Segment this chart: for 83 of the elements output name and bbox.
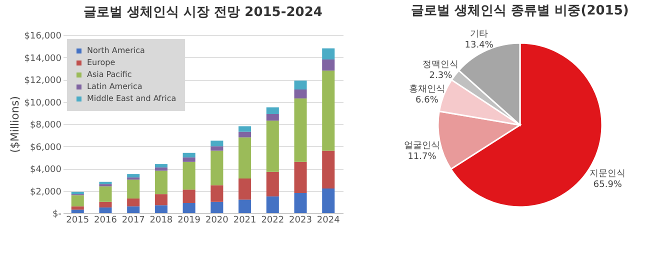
bar [322, 188, 335, 213]
y-tick-label: $- [52, 210, 62, 220]
chart-title: 글로벌 생체인식 종류별 비중(2015) [411, 4, 629, 19]
x-tick-label: 2016 [94, 216, 118, 226]
bar [294, 162, 307, 193]
bar [266, 120, 279, 172]
x-tick-label: 2018 [150, 216, 173, 226]
bar [127, 174, 140, 178]
bar [182, 157, 196, 162]
bar [210, 140, 224, 146]
x-tick-label: 2020 [205, 216, 229, 226]
y-tick-label: $14,000 [24, 54, 62, 64]
bar [294, 90, 307, 98]
bar [99, 186, 112, 202]
bar [182, 202, 196, 213]
bar [266, 172, 279, 196]
slice-label: 얼굴인식 [404, 140, 440, 151]
x-tick-label: 2023 [289, 216, 312, 226]
data-label: 11.7% [408, 152, 437, 162]
bar [99, 207, 112, 213]
bar [294, 98, 307, 162]
bar [71, 206, 84, 210]
bar [182, 190, 196, 203]
y-tick-label: $4,000 [30, 165, 62, 175]
bar [322, 59, 335, 71]
slice-label: 기타 [470, 30, 488, 40]
y-tick-label: $2,000 [30, 187, 62, 198]
bar [71, 195, 84, 206]
bar [154, 170, 168, 194]
x-tick-label: 2019 [178, 216, 201, 226]
bar [154, 167, 168, 171]
x-tick-label: 2021 [233, 216, 256, 226]
y-tick-label: $6,000 [30, 142, 62, 153]
bar [322, 70, 335, 151]
chart-title: 글로벌 생체인식 시장 전망 2015-2024 [84, 5, 322, 20]
legend-label: North America [87, 46, 146, 55]
bar [238, 132, 252, 138]
x-tick-label: 2015 [66, 216, 90, 226]
bar [154, 194, 168, 206]
y-tick-label: $16,000 [24, 32, 62, 42]
slice-label: 지문인식 [590, 169, 626, 180]
bar [238, 200, 252, 213]
bar [266, 196, 279, 213]
bar [322, 150, 335, 189]
legend-label: Middle East and Africa [87, 94, 176, 103]
y-tick-label: $8,000 [30, 120, 62, 130]
bar [210, 146, 224, 151]
slice-label: 홍채인식 [408, 84, 445, 94]
bar [238, 126, 252, 132]
bar [127, 198, 140, 206]
y-axis-title: ($Millions) [8, 96, 22, 153]
bar [127, 180, 140, 199]
bar [154, 205, 168, 213]
bar [210, 150, 224, 186]
bar [266, 107, 279, 114]
bar [182, 152, 196, 158]
legend-label: Latin America [87, 82, 142, 91]
legend-label: Europe [87, 58, 116, 67]
bar [210, 185, 224, 202]
bar [99, 182, 112, 184]
bar [210, 202, 224, 213]
y-tick-label: $12,000 [24, 76, 62, 86]
data-label: 65.9% [593, 180, 622, 190]
data-label: 2.3% [429, 71, 453, 82]
x-tick-label: 2024 [316, 216, 340, 226]
x-tick-label: 2022 [261, 216, 284, 226]
data-label: 13.4% [464, 40, 494, 51]
bar [182, 162, 196, 190]
bar [266, 114, 279, 121]
bar [294, 80, 307, 90]
bar [154, 164, 168, 168]
bar [99, 202, 112, 208]
y-tick-label: $10,000 [24, 98, 62, 108]
legend-label: Asia Pacific [87, 70, 132, 79]
bar [238, 137, 252, 179]
bar [71, 210, 84, 213]
slice-label: 정맥인식 [422, 60, 459, 70]
data-label: 6.6% [416, 95, 439, 106]
x-tick-label: 2017 [122, 216, 145, 226]
bar [322, 48, 335, 60]
bar [294, 192, 307, 213]
bar [127, 206, 140, 213]
bar [238, 178, 252, 200]
